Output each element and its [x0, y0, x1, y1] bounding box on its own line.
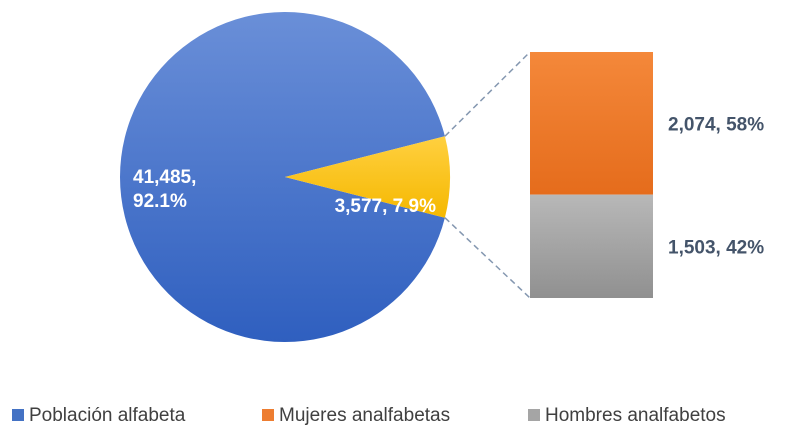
data-label: 3,577, 7.9%: [335, 196, 437, 217]
bar-segment: [530, 52, 653, 195]
legend-swatch: [12, 409, 24, 421]
pie-slice: [285, 136, 450, 218]
data-label: 1,503, 42%: [668, 237, 764, 258]
legend-swatch: [528, 409, 540, 421]
legend-label: Mujeres analfabetas: [279, 405, 450, 426]
data-label: 41,485, 92.1%: [133, 167, 197, 212]
legend-label: Población alfabeta: [29, 405, 186, 426]
data-label: 2,074, 58%: [668, 114, 764, 135]
connector-line: [444, 51, 531, 137]
legend-swatch: [262, 409, 274, 421]
connector-line: [444, 217, 531, 299]
legend-label: Hombres analfabetos: [545, 405, 726, 426]
bar-segment: [530, 194, 653, 298]
pie-slice: [119, 11, 445, 342]
